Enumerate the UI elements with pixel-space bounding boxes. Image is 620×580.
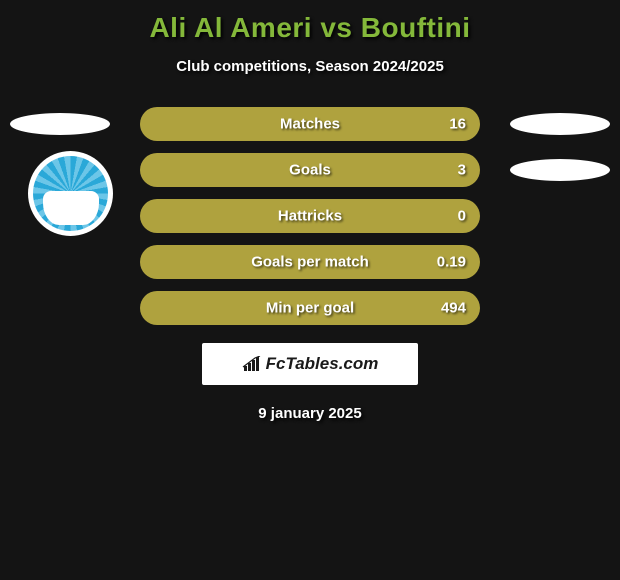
player-left-badge <box>10 113 110 135</box>
stat-value: 0 <box>458 208 466 225</box>
stat-bar: Goals per match0.19 <box>140 245 480 279</box>
player-right-badge-1 <box>510 159 610 181</box>
stat-bar: Goals3 <box>140 153 480 187</box>
stat-bar: Min per goal494 <box>140 291 480 325</box>
stat-label: Goals <box>140 162 480 179</box>
stat-label: Matches <box>140 116 480 133</box>
comparison-content: Matches16 Goals3 Hattricks0 Goals per match… <box>0 107 620 422</box>
stat-value: 16 <box>449 116 466 133</box>
stats-bars: Matches16 Goals3 Hattricks0 Goals per match… <box>140 107 480 325</box>
club-logo-left <box>28 151 113 236</box>
stat-label: Min per goal <box>140 300 480 317</box>
player-right-badge-0 <box>510 113 610 135</box>
footer-brand-box[interactable]: FcTables.com <box>202 343 418 385</box>
page-title: Ali Al Ameri vs Bouftini <box>0 0 620 44</box>
stat-value: 0.19 <box>437 254 466 271</box>
bar-chart-icon <box>242 356 262 372</box>
stat-bar: Hattricks0 <box>140 199 480 233</box>
stat-label: Goals per match <box>140 254 480 271</box>
date-text: 9 january 2025 <box>0 405 620 422</box>
stat-label: Hattricks <box>140 208 480 225</box>
subtitle: Club competitions, Season 2024/2025 <box>0 58 620 75</box>
club-logo-inner <box>33 156 108 231</box>
stat-bar: Matches16 <box>140 107 480 141</box>
stat-value: 494 <box>441 300 466 317</box>
footer-brand-text: FcTables.com <box>266 354 379 374</box>
stat-value: 3 <box>458 162 466 179</box>
